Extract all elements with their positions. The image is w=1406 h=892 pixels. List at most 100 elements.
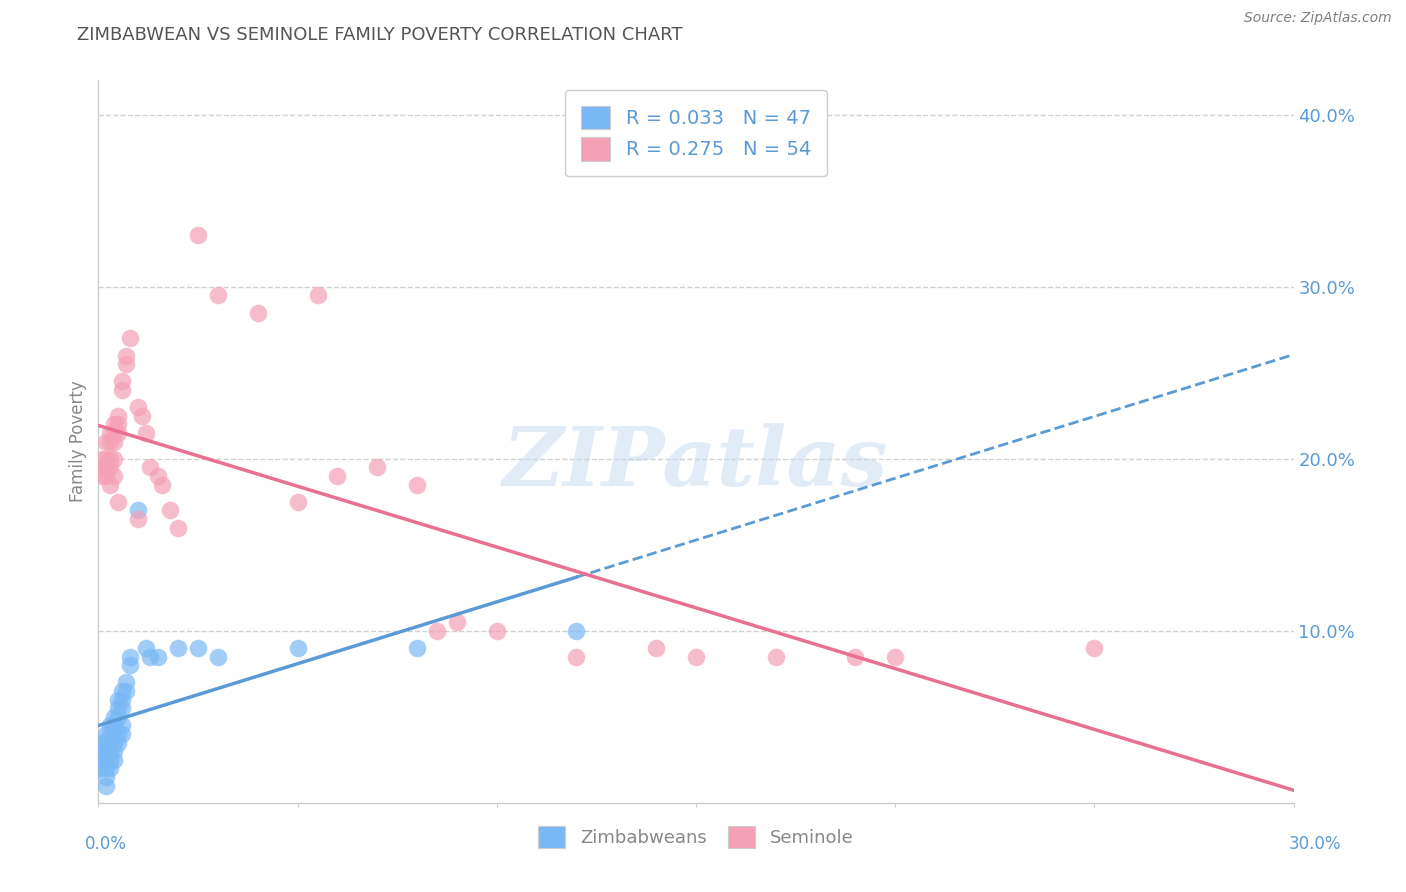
Point xyxy=(96,779,118,793)
Point xyxy=(107,701,129,715)
Point xyxy=(127,503,149,517)
Point xyxy=(103,451,125,466)
Point xyxy=(96,735,118,749)
Point xyxy=(98,735,122,749)
Point xyxy=(103,753,125,767)
Point xyxy=(187,640,209,655)
Point xyxy=(131,409,153,423)
Point xyxy=(91,753,114,767)
Point xyxy=(115,684,138,698)
Point xyxy=(98,744,122,758)
Point xyxy=(107,727,129,741)
Point xyxy=(96,434,118,449)
Point xyxy=(107,409,129,423)
Point xyxy=(91,469,114,483)
Point xyxy=(111,375,134,389)
Point xyxy=(103,434,125,449)
Point xyxy=(115,675,138,690)
Point xyxy=(111,684,134,698)
Point xyxy=(96,753,118,767)
Point xyxy=(107,494,129,508)
Point xyxy=(91,460,114,475)
Point xyxy=(103,417,125,432)
Point xyxy=(91,744,114,758)
Point xyxy=(148,469,170,483)
Point xyxy=(207,649,229,664)
Point xyxy=(96,770,118,784)
Point xyxy=(98,477,122,491)
Point xyxy=(326,469,349,483)
Point xyxy=(246,305,269,319)
Point xyxy=(107,417,129,432)
Point xyxy=(187,228,209,243)
Point xyxy=(167,520,190,534)
Text: ZIMBABWEAN VS SEMINOLE FAMILY POVERTY CORRELATION CHART: ZIMBABWEAN VS SEMINOLE FAMILY POVERTY CO… xyxy=(77,26,683,44)
Point xyxy=(844,649,866,664)
Point xyxy=(120,658,142,673)
Point xyxy=(103,727,125,741)
Point xyxy=(103,735,125,749)
Point xyxy=(115,357,138,371)
Point xyxy=(120,331,142,345)
Point xyxy=(127,512,149,526)
Point xyxy=(446,615,468,630)
Point xyxy=(167,640,190,655)
Point xyxy=(120,649,142,664)
Point xyxy=(96,727,118,741)
Point xyxy=(406,477,429,491)
Point xyxy=(111,701,134,715)
Point xyxy=(91,451,114,466)
Point xyxy=(98,425,122,440)
Text: Source: ZipAtlas.com: Source: ZipAtlas.com xyxy=(1244,12,1392,25)
Text: 0.0%: 0.0% xyxy=(84,835,127,853)
Point xyxy=(159,503,181,517)
Point xyxy=(107,710,129,724)
Point xyxy=(207,288,229,302)
Point xyxy=(135,640,157,655)
Point xyxy=(103,425,125,440)
Point xyxy=(107,735,129,749)
Point xyxy=(107,692,129,706)
Point xyxy=(111,692,134,706)
Point xyxy=(98,434,122,449)
Point xyxy=(150,477,173,491)
Point xyxy=(287,640,309,655)
Point xyxy=(98,727,122,741)
Point xyxy=(406,640,429,655)
Point xyxy=(307,288,329,302)
Point xyxy=(98,451,122,466)
Point xyxy=(287,494,309,508)
Point xyxy=(98,761,122,775)
Legend: Zimbabweans, Seminole: Zimbabweans, Seminole xyxy=(531,819,860,855)
Point xyxy=(884,649,907,664)
Point xyxy=(96,744,118,758)
Point xyxy=(765,649,787,664)
Point xyxy=(103,710,125,724)
Point xyxy=(148,649,170,664)
Point xyxy=(107,425,129,440)
Point xyxy=(91,735,114,749)
Point xyxy=(426,624,449,638)
Text: 30.0%: 30.0% xyxy=(1288,835,1341,853)
Point xyxy=(565,624,588,638)
Text: ZIPatlas: ZIPatlas xyxy=(503,423,889,503)
Point xyxy=(111,727,134,741)
Point xyxy=(103,718,125,732)
Point xyxy=(96,469,118,483)
Point xyxy=(1083,640,1105,655)
Point xyxy=(139,460,162,475)
Point xyxy=(91,761,114,775)
Point xyxy=(111,383,134,397)
Point xyxy=(139,649,162,664)
Point xyxy=(96,761,118,775)
Point xyxy=(685,649,707,664)
Point xyxy=(565,649,588,664)
Point xyxy=(96,451,118,466)
Point xyxy=(485,624,508,638)
Point xyxy=(645,640,668,655)
Point xyxy=(111,718,134,732)
Y-axis label: Family Poverty: Family Poverty xyxy=(69,381,87,502)
Point xyxy=(98,718,122,732)
Point xyxy=(135,425,157,440)
Point xyxy=(103,744,125,758)
